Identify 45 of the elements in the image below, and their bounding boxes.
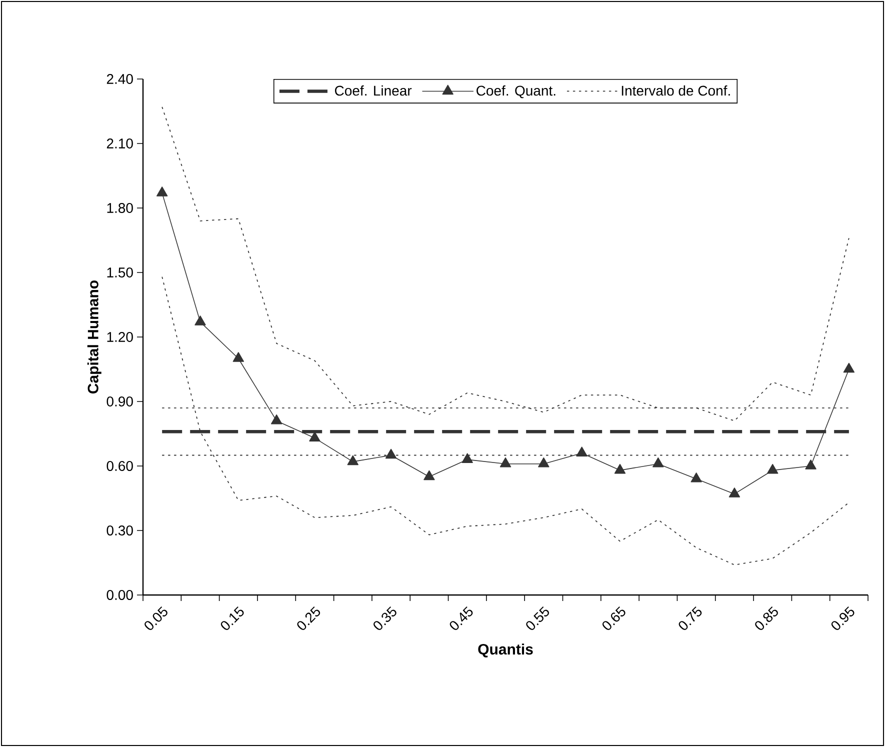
point [805, 460, 816, 470]
x-axis-title: Quantis [478, 644, 533, 658]
point [728, 488, 740, 498]
y-tick-label: 2.10 [106, 138, 133, 148]
x-tick-label: 0.55 [526, 606, 549, 630]
x-tick-label: 0.15 [220, 606, 244, 630]
point [538, 457, 550, 468]
y-axis-title: Capital Humano [87, 280, 102, 394]
y-tick-label: 0.60 [106, 461, 133, 471]
x-tick-label: 0.25 [297, 606, 320, 630]
y-tick-label: 2.40 [106, 74, 133, 84]
y-tick-label: 1.50 [107, 268, 133, 278]
point [424, 470, 435, 480]
point [652, 457, 664, 468]
x-tick-label: 0.65 [602, 606, 626, 630]
point [194, 316, 206, 326]
point [500, 457, 512, 468]
point [690, 472, 702, 482]
point [270, 414, 282, 424]
point [309, 432, 320, 442]
point [614, 464, 626, 474]
legend-label: Intervalo de Conf. [622, 85, 730, 96]
x-tick-label: 0.75 [678, 606, 702, 630]
x-tick-label: 0.05 [144, 606, 168, 630]
legend-label: Coef. Quant. [476, 85, 556, 98]
y-tick-label: 0.00 [106, 590, 133, 600]
y-tick-label: 0.90 [106, 396, 133, 406]
point [576, 446, 588, 456]
legend-label: Coef. Linear [334, 85, 412, 96]
x-tick-label: 0.95 [831, 606, 854, 630]
point [843, 362, 855, 373]
x-tick-label: 0.35 [374, 606, 396, 630]
point [462, 453, 473, 463]
line-series [162, 276, 850, 566]
point [767, 464, 778, 474]
point [232, 352, 244, 362]
y-tick-label: 1.20 [107, 332, 133, 342]
point [347, 455, 358, 466]
y-tick-label: 0.30 [106, 526, 133, 536]
y-tick-label: 1.80 [107, 203, 133, 213]
x-tick-label: 0.45 [450, 606, 473, 630]
point [385, 448, 397, 459]
x-tick-label: 0.85 [755, 606, 778, 630]
point [156, 186, 168, 196]
line-series [162, 106, 850, 422]
